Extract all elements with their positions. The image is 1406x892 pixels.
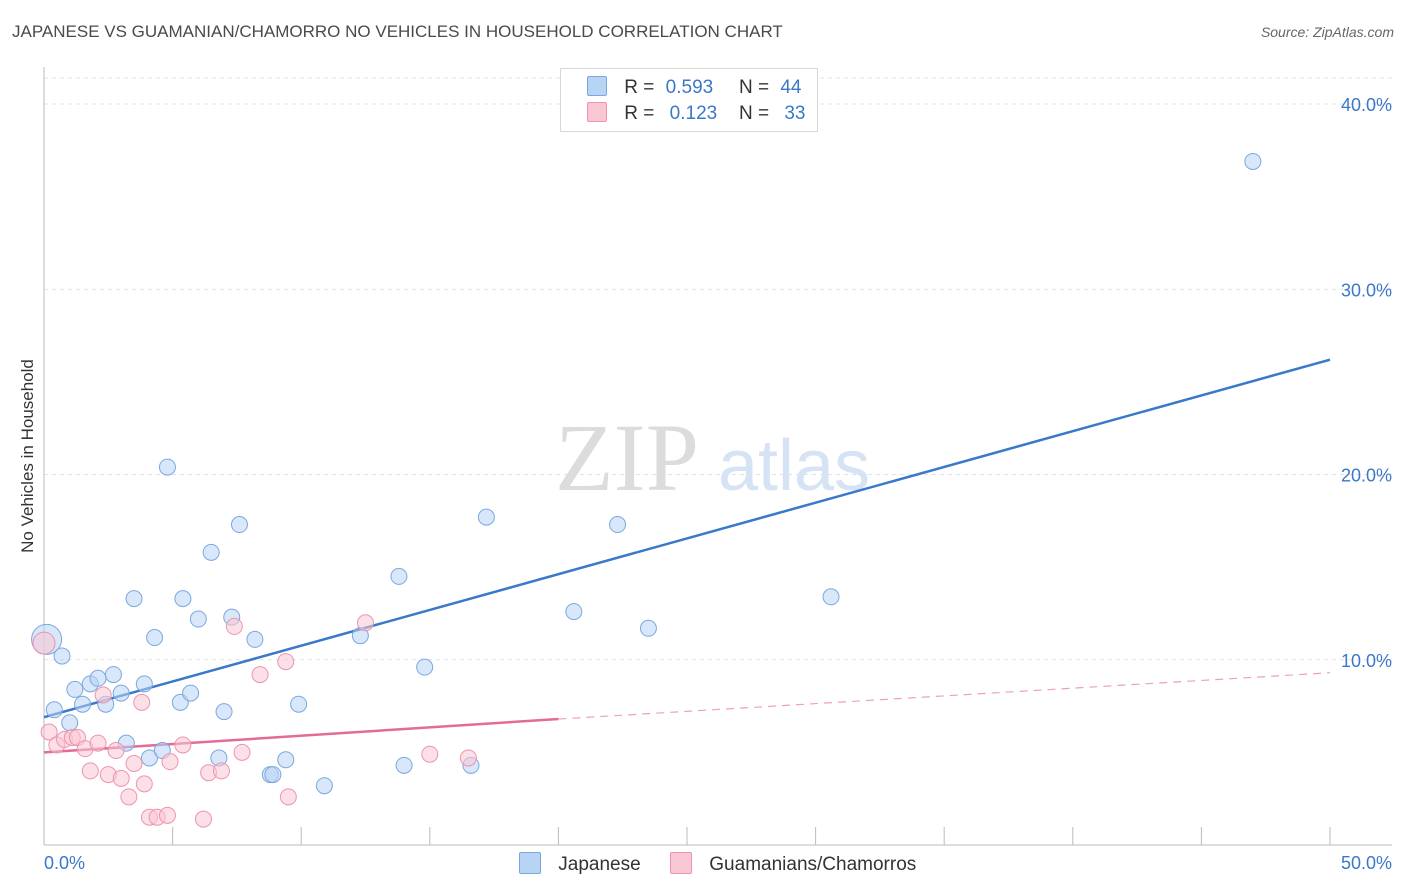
guamanian-point (120, 788, 138, 806)
legend-r-value: 0.593 (665, 77, 714, 98)
guamanian-point (158, 806, 176, 824)
japanese-point (135, 675, 153, 693)
japanese-point (639, 619, 657, 637)
guamanian-point (161, 753, 179, 771)
guamanian-point (357, 614, 374, 632)
japanese-point (246, 630, 264, 648)
japanese-point (66, 680, 84, 698)
y-tick-label: 10.0% (1341, 651, 1392, 671)
guamanian-point (125, 754, 143, 772)
guamanian-point (277, 653, 295, 671)
grid-lines (44, 77, 1392, 661)
japanese-point (390, 567, 408, 585)
japanese-point (174, 590, 192, 608)
guamanian-point (40, 723, 58, 741)
x-tick-label: 0.0% (44, 853, 85, 873)
japanese-point (822, 588, 840, 606)
legend-r-label: R = (624, 103, 655, 124)
tick-labels: 10.0% 20.0% 30.0% 40.0% 0.0% 50.0% (44, 95, 1392, 873)
guamanian-point (135, 775, 153, 793)
bottom-legend-label-japanese: Japanese (558, 854, 641, 875)
bottom-legend-swatch-guamanian (670, 852, 692, 874)
japanese-point (230, 516, 248, 534)
legend-n-value: 33 (784, 103, 806, 124)
legend-n-label: N = (738, 77, 770, 98)
source-label: Source: ZipAtlas.com (1260, 24, 1394, 40)
y-tick-label: 20.0% (1341, 466, 1392, 486)
y-tick-label: 30.0% (1341, 280, 1392, 300)
japanese-point (395, 756, 413, 774)
guamanian-point (107, 742, 125, 760)
legend-swatch-japanese (587, 76, 607, 96)
japanese-point (189, 610, 207, 628)
guamanian-trendline-extension (558, 672, 1331, 720)
japanese-point (202, 543, 220, 561)
y-tick-label: 40.0% (1341, 95, 1392, 115)
guamanian-point (89, 734, 107, 752)
japanese-point (315, 777, 333, 795)
legend-row-japanese: R = 0.593 N = 44 (587, 76, 801, 100)
japanese-point (182, 684, 200, 702)
guamanian-point (133, 693, 151, 711)
japanese-point (74, 695, 92, 713)
guamanian-point (212, 762, 230, 780)
guamanian-point (94, 686, 112, 704)
japanese-point (140, 749, 158, 767)
legend-n-label: N = (738, 103, 770, 124)
japanese-point (277, 751, 295, 769)
bottom-legend-japanese[interactable]: Japanese (519, 852, 641, 876)
guamanian-point (233, 743, 251, 761)
guamanian-point (251, 666, 269, 684)
x-tick-label: 50.0% (1341, 853, 1392, 873)
legend-r-value: 0.123 (669, 103, 718, 124)
japanese-point (565, 603, 583, 621)
japanese-trendline (43, 358, 1331, 719)
bottom-legend-label-guamanian: Guamanians/Chamorros (709, 854, 917, 875)
japanese-point (146, 629, 164, 647)
japanese-point (264, 766, 282, 784)
guamanian-point (459, 749, 477, 767)
japanese-point (104, 666, 122, 684)
guamanian-point (174, 736, 192, 754)
japanese-point (1244, 152, 1262, 170)
chart-title: JAPANESE VS GUAMANIAN/CHAMORRO NO VEHICL… (12, 22, 783, 41)
data-points (31, 152, 1262, 828)
correlation-legend: R = 0.593 N = 44 R = 0.123 N = 33 (560, 68, 818, 132)
legend-r-label: R = (624, 77, 655, 98)
axes (43, 67, 1392, 846)
japanese-point (477, 508, 495, 526)
guamanian-point (194, 810, 212, 828)
guamanian-point (32, 631, 56, 655)
guamanian-point (279, 788, 297, 806)
bottom-legend-swatch-japanese (519, 852, 541, 874)
guamanian-point (81, 762, 99, 780)
japanese-point (61, 714, 79, 732)
guamanian-point (112, 769, 130, 787)
japanese-point (416, 658, 434, 676)
japanese-point (609, 516, 627, 534)
guamanian-point (421, 745, 439, 763)
watermark-zip: ZIP (555, 404, 699, 511)
watermark-atlas: atlas (718, 426, 870, 506)
japanese-point (45, 701, 63, 719)
guamanian-point (225, 617, 243, 635)
japanese-point (125, 590, 143, 608)
legend-row-guamanian: R = 0.123 N = 33 (587, 102, 805, 126)
japanese-point (53, 647, 71, 665)
japanese-point (158, 458, 176, 476)
japanese-point (290, 695, 308, 713)
japanese-point (215, 703, 233, 721)
bottom-legend-guamanian[interactable]: Guamanians/Chamorros (670, 852, 916, 876)
y-axis-label: No Vehicles in Household (18, 359, 37, 553)
legend-swatch-guamanian (587, 102, 607, 122)
japanese-point (112, 684, 130, 702)
japanese-point (89, 669, 107, 687)
legend-n-value: 44 (780, 77, 802, 98)
